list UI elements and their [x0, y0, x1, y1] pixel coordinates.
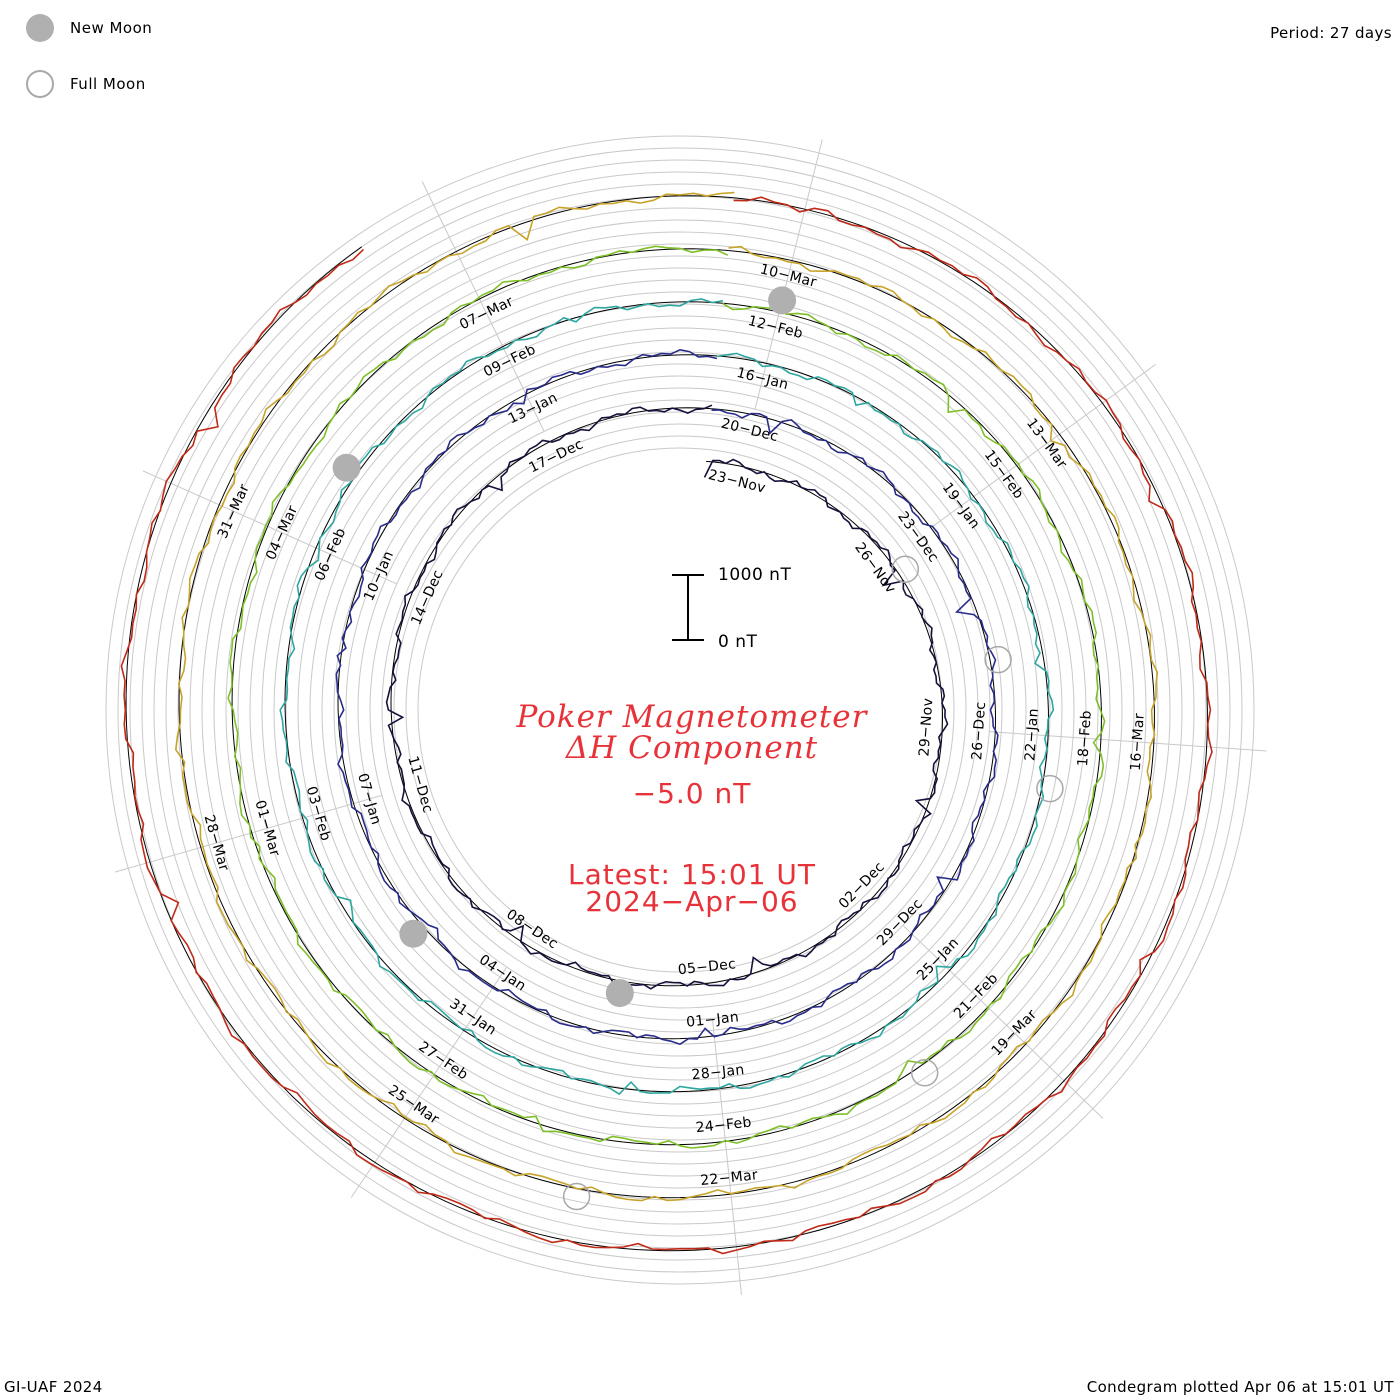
full-moon-icon — [26, 70, 54, 98]
series-trace-1 — [335, 348, 999, 1046]
grid-spoke — [142, 470, 398, 585]
grid-spoke — [350, 966, 508, 1198]
new-moon-marker — [399, 919, 428, 948]
current-value: −5.0 nT — [633, 777, 752, 810]
grid-ring — [393, 423, 967, 997]
baseline-5 — [125, 197, 1208, 1252]
date-label: 29−Nov — [916, 697, 936, 757]
baseline-4 — [178, 195, 1155, 1199]
date-label: 08−Dec — [503, 906, 560, 952]
grid-ring — [261, 291, 1099, 1129]
grid-ring — [405, 435, 955, 985]
date-label: 21−Feb — [951, 970, 1002, 1021]
full-moon-marker — [984, 645, 1012, 674]
date-label: 10−Mar — [758, 261, 818, 290]
new-moon-icon — [26, 14, 54, 42]
new-moon-marker — [332, 453, 361, 482]
chart-title-line2: ΔH Component — [565, 730, 818, 766]
latest-time: Latest: 15:01 UT — [568, 858, 816, 891]
grid-ring — [213, 243, 1147, 1177]
date-label: 04−Mar — [263, 503, 301, 562]
date-label: 05−Dec — [677, 956, 737, 978]
date-label: 16−Jan — [735, 365, 790, 393]
full-moon-marker — [1036, 774, 1064, 803]
date-label: 22−Mar — [700, 1167, 759, 1189]
grid-ring — [237, 267, 1123, 1153]
date-label: 13−Jan — [506, 390, 561, 428]
grid-spoke — [114, 794, 383, 873]
grid-spoke — [902, 924, 1104, 1119]
date-label: 12−Feb — [746, 313, 804, 342]
baseline-3 — [231, 248, 1102, 1146]
grid-ring — [357, 387, 1003, 1033]
grid-spoke — [989, 731, 1267, 752]
date-label: 23−Nov — [707, 467, 768, 497]
grid-ring — [105, 135, 1255, 1285]
grid-ring — [153, 183, 1207, 1237]
chart-title-line1: Poker Magnetometer — [516, 699, 869, 735]
grid-spoke — [711, 1018, 742, 1295]
radial-grid — [105, 135, 1267, 1295]
date-label: 27−Feb — [415, 1039, 470, 1084]
legend-new-moon: New Moon — [26, 14, 152, 42]
grid-ring — [381, 411, 979, 1009]
date-label: 18−Feb — [1075, 710, 1095, 767]
legend-full-moon-label: Full Moon — [70, 75, 146, 93]
new-moon-marker — [768, 286, 797, 315]
date-label: 16−Mar — [1128, 713, 1148, 772]
grid-ring — [201, 231, 1159, 1189]
grid-ring — [285, 315, 1075, 1105]
grid-ring — [321, 351, 1039, 1069]
grid-ring — [129, 159, 1231, 1261]
legend-new-moon-label: New Moon — [70, 19, 153, 37]
grid-ring — [333, 363, 1027, 1057]
series-traces — [120, 191, 1213, 1255]
date-label: 15−Feb — [981, 447, 1027, 502]
scale-bar: 1000 nT 0 nT — [672, 565, 791, 652]
date-label: 24−Feb — [695, 1115, 753, 1137]
date-label: 26−Dec — [969, 701, 989, 760]
full-moon-marker — [562, 1182, 591, 1211]
legend-full-moon: Full Moon — [26, 70, 146, 98]
grid-ring — [117, 147, 1243, 1273]
series-trace-3 — [227, 245, 1106, 1149]
scale-bottom-label: 0 nT — [718, 632, 757, 652]
date-label: 04−Jan — [476, 952, 529, 995]
grid-spoke — [754, 139, 823, 410]
new-moon-marker — [605, 979, 634, 1008]
grid-spoke — [421, 181, 545, 432]
series-trace-5 — [120, 196, 1213, 1255]
grid-ring — [225, 255, 1135, 1165]
date-label: 31−Mar — [215, 482, 253, 541]
full-moon-marker — [891, 555, 920, 583]
grid-ring — [177, 207, 1183, 1213]
series-trace-4 — [174, 191, 1159, 1202]
series-trace-0 — [385, 404, 949, 990]
scale-top-label: 1000 nT — [718, 565, 791, 585]
date-label: 22−Jan — [1022, 708, 1042, 762]
grid-ring — [249, 279, 1111, 1141]
grid-ring — [309, 339, 1051, 1081]
date-label: 01−Mar — [251, 798, 282, 858]
date-label: 09−Feb — [481, 342, 538, 381]
grid-ring — [273, 303, 1087, 1117]
latest-date: 2024−Apr−06 — [585, 885, 798, 918]
footer-plotted: Condegram plotted Apr 06 at 15:01 UT — [1086, 1378, 1394, 1396]
date-label: 01−Jan — [685, 1009, 739, 1030]
footer-credit: GI-UAF 2024 — [4, 1378, 103, 1396]
period-label: Period: 27 days — [1270, 24, 1392, 42]
grid-spoke — [930, 363, 1156, 529]
date-label: 28−Jan — [691, 1062, 745, 1083]
moon-markers — [332, 286, 1064, 1211]
full-moon-marker — [910, 1059, 939, 1087]
